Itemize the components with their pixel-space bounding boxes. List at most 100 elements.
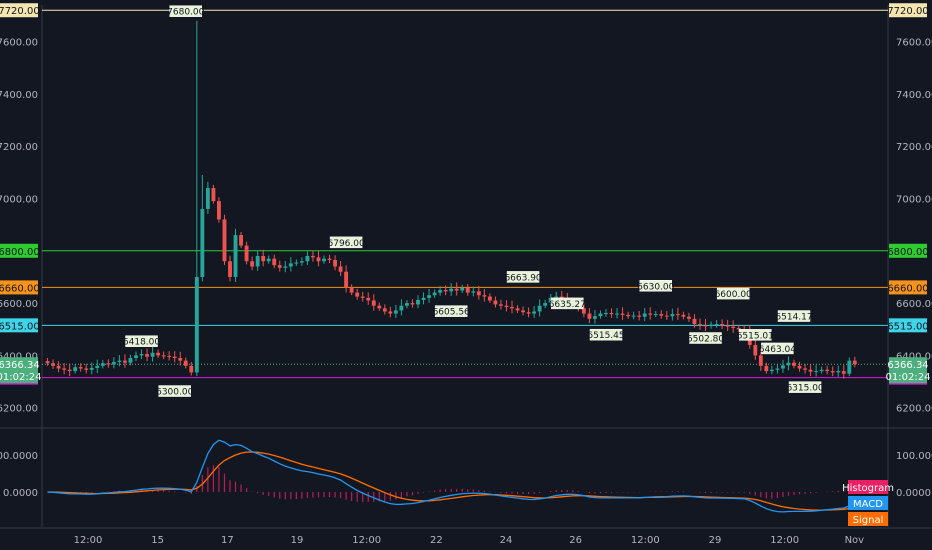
- candle-body: [482, 295, 487, 297]
- price-badge-label: 6515.00: [0, 321, 40, 332]
- candle-body: [515, 308, 520, 311]
- candle-body: [305, 256, 310, 262]
- candle-body: [714, 324, 719, 326]
- candle-body: [45, 361, 50, 364]
- price-annotation-label: 6514.17: [775, 313, 812, 323]
- candle-body: [200, 208, 205, 277]
- x-tick-label: 19: [291, 535, 304, 546]
- candle-body: [73, 367, 78, 372]
- macd-tick-label-right: 100.0000: [896, 451, 932, 462]
- candle-body: [261, 256, 266, 262]
- candle-body: [288, 263, 293, 267]
- candle-body: [593, 316, 597, 319]
- y-tick-label-left: 6200.00: [0, 404, 38, 415]
- axes: 7600.00 7600.00 7400.00 7400.00 7200.00 7200.…: [0, 38, 932, 546]
- candle-body: [205, 188, 210, 209]
- macd-legend-item[interactable]: [848, 512, 888, 526]
- candle-body: [852, 360, 857, 365]
- candle-body: [510, 307, 514, 309]
- price-annotation: [777, 310, 811, 322]
- x-tick-label: 12:00: [770, 535, 799, 546]
- price-badge-right: [889, 243, 927, 258]
- macd-legend-item[interactable]: [848, 496, 888, 510]
- candle-body: [371, 300, 376, 306]
- macd-pane[interactable]: Histogram MACD Signal: [0, 427, 932, 526]
- candle-body: [620, 313, 625, 315]
- price-badge-label: 7720.00: [887, 6, 928, 17]
- candle-body: [250, 261, 255, 267]
- price-annotation-label: 6315.00: [786, 384, 823, 394]
- candle-body: [211, 188, 216, 202]
- candle-body: [675, 314, 680, 316]
- macd-legend-item[interactable]: [848, 480, 888, 494]
- candle-body: [687, 316, 691, 319]
- y-tick-label-left: 7400.00: [0, 90, 38, 101]
- price-badge-label: 7720.00: [0, 6, 40, 17]
- price-annotations: 7680.00 6418.00 6300.00 6796.00 6605.56 6663.…: [123, 5, 824, 398]
- candle-body: [139, 354, 144, 356]
- macd-tick-label-right: 0.0000: [896, 488, 931, 499]
- price-annotation-label: 6515.45: [587, 331, 624, 341]
- candle-body: [145, 354, 149, 357]
- candle-body: [775, 368, 780, 370]
- price-pane[interactable]: [41, 5, 889, 527]
- x-tick-label: 12:00: [631, 535, 660, 546]
- last-price-badge-right: [889, 357, 927, 384]
- candle-body: [366, 297, 371, 301]
- candle-body: [161, 355, 166, 357]
- candle-body: [311, 256, 315, 258]
- candle-body: [349, 287, 354, 293]
- y-tick-label-left: 6600.00: [0, 299, 38, 310]
- candle-body: [51, 363, 55, 366]
- candle-body: [709, 324, 713, 327]
- price-badge-left: [0, 243, 38, 258]
- candle-body: [792, 362, 796, 366]
- candle-body: [604, 313, 608, 315]
- price-annotation-label: 7680.00: [167, 8, 204, 18]
- candle-body: [183, 360, 188, 366]
- candle-body: [233, 235, 238, 277]
- x-tick-label: 24: [500, 535, 513, 546]
- candle-body: [222, 219, 227, 262]
- price-badge-left: [0, 3, 38, 18]
- price-badge-label: 6660.00: [0, 283, 40, 294]
- candle-body: [67, 369, 72, 372]
- candle-body: [720, 324, 725, 326]
- candle-body: [736, 327, 741, 330]
- candle-body: [382, 308, 387, 312]
- candle-body: [626, 314, 631, 317]
- candle-body: [581, 308, 586, 314]
- candle-body: [653, 314, 658, 316]
- candle-body: [106, 363, 111, 365]
- candle-body: [681, 314, 686, 317]
- candle-body: [294, 262, 299, 264]
- candle-body: [228, 261, 232, 277]
- price-annotation: [739, 329, 772, 341]
- candle-body: [836, 371, 841, 373]
- candle-body: [443, 290, 448, 292]
- axis-badges: 7720.00 7720.00 6800.00 6800.00 6660.00 6660.…: [0, 3, 930, 385]
- candle-body: [156, 352, 161, 356]
- price-annotation: [329, 236, 363, 249]
- candle-body: [438, 290, 443, 293]
- candle-body: [725, 325, 730, 327]
- candle-body: [698, 324, 702, 326]
- candle-body: [598, 313, 603, 317]
- candle-body: [299, 261, 304, 263]
- x-tick-label: 15: [151, 535, 164, 546]
- y-tick-label-right: 7400.00: [896, 90, 932, 101]
- price-annotation: [125, 335, 158, 347]
- candle-body: [526, 312, 531, 314]
- x-tick-label: 17: [221, 535, 234, 546]
- candle-body: [360, 296, 365, 298]
- horizontal-lines[interactable]: [42, 9, 888, 379]
- candle-body: [62, 368, 67, 370]
- candle-body: [355, 292, 360, 297]
- x-tick-label: 12:00: [352, 535, 381, 546]
- macd-legend-label: Histogram: [842, 483, 894, 494]
- macd-signal-line: [47, 451, 855, 511]
- candle-body: [797, 365, 802, 369]
- candle-body: [399, 305, 404, 311]
- candle-body: [277, 265, 282, 268]
